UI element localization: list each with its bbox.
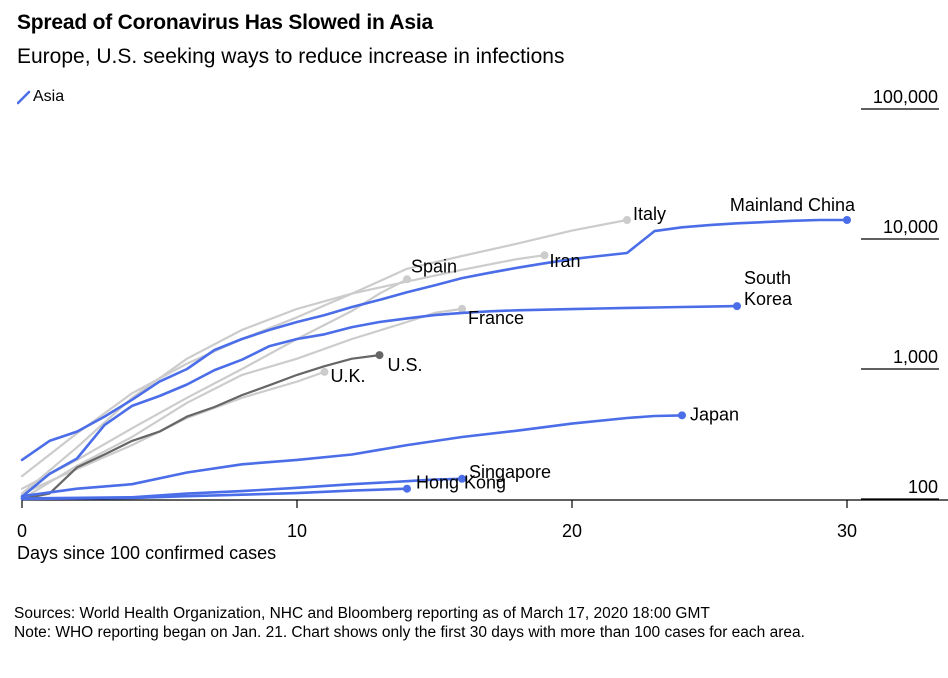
series-end-marker-mainland-china [843,216,851,225]
series-line-france [20,307,464,501]
series-line-spain [20,278,409,490]
series-label-japan: Japan [690,404,739,424]
y-tick-label-100: 100 [908,477,938,497]
series-line-u-k [20,370,326,495]
series-label-mainland-china: Mainland China [730,195,856,215]
chart-title: Spread of Coronavirus Has Slowed in Asia [17,11,433,34]
x-tick-label-30: 30 [837,521,857,541]
x-tick-label-20: 20 [562,521,582,541]
series-label-south-korea-2: Korea [744,289,793,309]
series-line-u-s [20,354,381,501]
chart-subtitle: Europe, U.S. seeking ways to reduce incr… [17,45,565,68]
series-line-italy [20,218,629,478]
series-label-u-k: U.K. [331,366,366,386]
series-end-marker-singapore [458,474,466,483]
x-tick-label-10: 10 [287,521,307,541]
y-tick-label-100000: 100,000 [873,87,938,107]
series-end-marker-u-s [375,351,384,360]
chart-footer: Sources: World Health Organization, NHC … [14,604,939,642]
series-line-south-korea [20,304,739,499]
x-axis-label: Days since 100 confirmed cases [17,543,276,563]
series-end-marker-france [458,304,466,313]
series-label-singapore: Singapore [469,462,551,482]
legend-swatch-asia [17,90,31,105]
series-label-italy: Italy [633,204,666,224]
series-line-hong-kong [20,487,409,501]
series-label-spain: Spain [411,256,457,276]
note-text: Note: WHO reporting began on Jan. 21. Ch… [14,624,805,641]
series-line-japan [20,414,684,498]
y-tick-label-10000: 10,000 [883,217,938,237]
series-label-hong-kong: Hong Kong [416,473,506,493]
series-end-marker-italy [623,216,631,225]
series-end-marker-u-k [320,367,329,376]
series-label-iran: Iran [550,251,581,271]
series-label-south-korea-1: South [744,268,791,288]
series-end-marker-spain [403,275,411,284]
legend-label-asia: Asia [33,88,65,105]
line-chart: 0 10 20 30 Days since 100 confirmed cases 100… [17,87,948,563]
sources-text: Sources: World Health Organization, NHC … [14,605,710,622]
series-end-marker-hong-kong [403,484,411,493]
series-end-marker-iran [540,251,549,260]
series-end-marker-south-korea [733,302,741,311]
series-line-iran [20,254,546,495]
legend: Asia [17,88,64,106]
series-label-france: France [468,308,524,328]
series-end-marker-japan [678,411,686,420]
series-line-mainland-china [20,218,849,462]
series-label-u-s: U.S. [388,355,423,375]
y-tick-label-1000: 1,000 [893,347,938,367]
x-tick-label-0: 0 [17,521,27,541]
